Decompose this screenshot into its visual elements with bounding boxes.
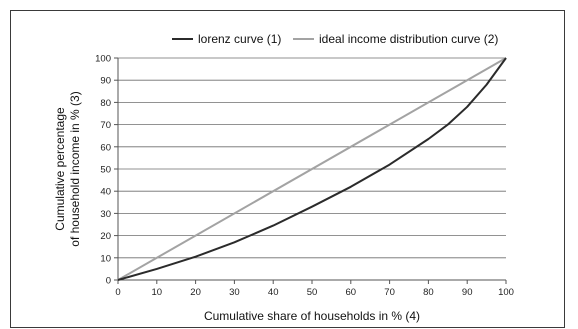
series-line-lorenz (117, 57, 507, 281)
y-tick-label-60: 60 (100, 142, 111, 153)
x-axis-title: Cumulative share of households in % (4) (204, 309, 420, 323)
y-tick-label-70: 70 (100, 120, 111, 131)
y-tick-label-80: 80 (100, 98, 111, 109)
gridlines (118, 57, 506, 259)
y-tick-labels: 0 10 20 30 40 50 60 70 80 90 100 (95, 54, 118, 287)
x-tick-label-0: 0 (115, 287, 120, 298)
x-tick-label-10: 10 (152, 287, 163, 298)
y-axis-title: Cumulative percentage of household incom… (53, 91, 82, 246)
legend-label-ideal: ideal income distribution curve (2) (319, 32, 498, 46)
y-tick-label-50: 50 (100, 165, 111, 176)
x-tick-label-60: 60 (346, 287, 357, 298)
legend: lorenz curve (1) ideal income distributi… (172, 32, 498, 46)
x-tick-label-40: 40 (268, 287, 279, 298)
x-tick-label-70: 70 (384, 287, 395, 298)
series-line-ideal (117, 57, 507, 281)
x-tick-label-90: 90 (462, 287, 473, 298)
y-axis-title-line-1: Cumulative percentage (53, 107, 67, 231)
x-tick-label-80: 80 (423, 287, 434, 298)
x-tick-labels: 0 10 20 30 40 50 60 70 80 90 100 (115, 280, 514, 298)
y-tick-label-100: 100 (95, 54, 111, 65)
x-tick-label-20: 20 (190, 287, 201, 298)
y-tick-label-20: 20 (100, 231, 111, 242)
y-tick-label-10: 10 (100, 253, 111, 264)
legend-label-lorenz: lorenz curve (1) (198, 32, 281, 46)
y-tick-label-90: 90 (100, 76, 111, 87)
x-tick-label-50: 50 (307, 287, 318, 298)
x-tick-label-30: 30 (229, 287, 240, 298)
y-tick-label-30: 30 (100, 209, 111, 220)
y-tick-label-0: 0 (106, 276, 111, 287)
x-tick-label-100: 100 (498, 287, 514, 298)
series-layer (117, 57, 507, 281)
y-axis-title-line-2: of household income in % (3) (68, 91, 82, 246)
y-tick-label-40: 40 (100, 187, 111, 198)
